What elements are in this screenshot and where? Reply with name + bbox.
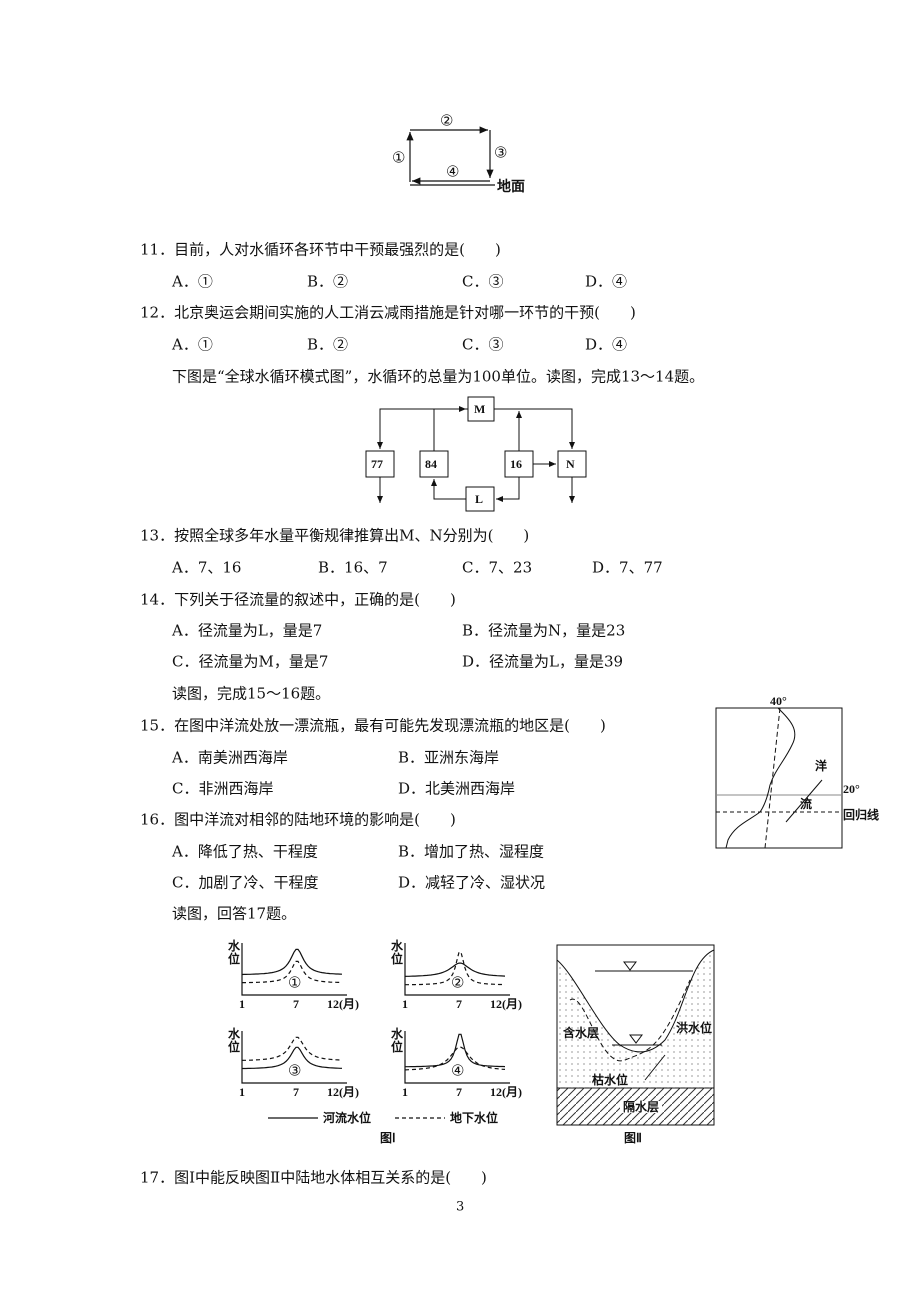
legend-label: 地下水位 xyxy=(450,1111,499,1125)
box-label: L xyxy=(475,492,484,506)
option: C．③ xyxy=(462,272,504,291)
graph-number: ① xyxy=(288,973,302,992)
question-stem: 14．下列关于径流量的叙述中，正确的是( ) xyxy=(140,590,456,609)
option: C．7、23 xyxy=(462,558,533,577)
page-number: 3 xyxy=(456,1199,465,1215)
fig2-label: 含水层 xyxy=(563,1026,600,1040)
shape xyxy=(404,1031,510,1084)
x-tick: 12(月) xyxy=(490,997,522,1011)
question-stem: 12．北京奥运会期间实施的人工消云减雨措施是针对哪一环节的干预( ) xyxy=(140,303,636,322)
fig2-label: 枯水位 xyxy=(592,1073,629,1087)
map-label: 流 xyxy=(800,797,813,811)
shape xyxy=(405,951,506,986)
option: C．③ xyxy=(462,335,504,354)
x-tick: 12(月) xyxy=(327,1085,359,1099)
option: D．④ xyxy=(585,272,628,291)
box-label: M xyxy=(474,402,486,416)
x-tick: 1 xyxy=(239,1085,245,1099)
intro: 读图，完成15～16题。 xyxy=(172,684,331,703)
x-tick: 1 xyxy=(402,997,408,1011)
shape xyxy=(241,1031,347,1084)
box-label: 84 xyxy=(425,457,437,471)
y-label: 水位 xyxy=(391,1027,404,1054)
graph-number: ④ xyxy=(451,1061,465,1080)
option: A．7、16 xyxy=(172,558,242,577)
shape xyxy=(242,960,343,984)
option: A．径流量为L，量是7 xyxy=(172,621,323,640)
fig2-label: 洪水位 xyxy=(676,1021,713,1035)
shape xyxy=(404,962,506,977)
graph-number: ③ xyxy=(288,1061,302,1080)
x-tick: 12(月) xyxy=(327,997,359,1011)
x-tick: 7 xyxy=(456,1085,462,1099)
option: A．南美洲西海岸 xyxy=(172,748,288,767)
option: D．北美洲西海岸 xyxy=(398,779,516,798)
question-stem: 17．图Ⅰ中能反映图Ⅱ中陆地水体相互关系的是( ) xyxy=(140,1168,487,1187)
option: B．② xyxy=(307,272,349,291)
x-tick: 7 xyxy=(293,1085,299,1099)
option: B．径流量为N，量是23 xyxy=(462,621,626,640)
option: C．非洲西海岸 xyxy=(172,779,274,798)
option: B．亚洲东海岸 xyxy=(398,748,500,767)
question-stem: 11．目前，人对水循环各环节中干预最强烈的是( ) xyxy=(140,240,501,259)
x-tick: 7 xyxy=(456,997,462,1011)
box-label: 77 xyxy=(371,457,383,471)
fig1-label: ③ xyxy=(494,143,508,162)
map-label: 洋 xyxy=(815,759,828,773)
shape xyxy=(241,1036,343,1061)
shape xyxy=(404,943,510,996)
box-label: 16 xyxy=(510,457,522,471)
fig1-label: ④ xyxy=(446,162,460,181)
box-label: N xyxy=(566,457,575,471)
x-tick: 1 xyxy=(239,997,245,1011)
fig1-label: ① xyxy=(392,148,406,167)
caption: 图Ⅱ xyxy=(624,1131,642,1145)
shape xyxy=(242,1046,342,1070)
option: D．径流量为L，量是39 xyxy=(462,652,624,671)
fig2-label: 隔水层 xyxy=(620,1101,663,1113)
option: A．降低了热、干程度 xyxy=(172,842,318,861)
graph-number: ② xyxy=(451,973,465,992)
intro: 下图是“全球水循环模式图”，水循环的总量为100单位。读图，完成13～14题。 xyxy=(172,367,705,386)
option: D．减轻了冷、湿状况 xyxy=(398,873,546,892)
x-tick: 1 xyxy=(402,1085,408,1099)
question-stem: 16．图中洋流对相邻的陆地环境的影响是( ) xyxy=(140,810,456,829)
fig1-label: ② xyxy=(440,111,454,130)
question-stem: 13．按照全球多年水量平衡规律推算出M、N分别为( ) xyxy=(140,526,530,545)
shape xyxy=(404,1046,506,1071)
x-tick: 7 xyxy=(293,997,299,1011)
option: C．加剧了冷、干程度 xyxy=(172,873,319,892)
option: A．① xyxy=(172,272,213,291)
legend-label: 河流水位 xyxy=(323,1111,372,1125)
option: B．16、7 xyxy=(318,558,388,577)
map-label: 40° xyxy=(770,694,787,708)
option: B．② xyxy=(307,335,349,354)
shape xyxy=(241,943,347,996)
y-label: 水位 xyxy=(228,939,241,966)
map-label: 20° xyxy=(843,782,860,796)
option: D．④ xyxy=(585,335,628,354)
intro: 读图，回答17题。 xyxy=(172,904,297,923)
option: C．径流量为M，量是7 xyxy=(172,652,329,671)
caption: 图Ⅰ xyxy=(380,1131,396,1145)
map-label: 回归线 xyxy=(843,808,880,822)
option: B．增加了热、湿程度 xyxy=(398,842,545,861)
shape xyxy=(241,948,343,976)
y-label: 水位 xyxy=(391,939,404,966)
y-label: 水位 xyxy=(228,1027,241,1054)
option: A．① xyxy=(172,335,213,354)
question-stem: 15．在图中洋流处放一漂流瓶，最有可能先发现漂流瓶的地区是( ) xyxy=(140,716,606,735)
option: D．7、77 xyxy=(592,558,663,577)
ground-label: 地面 xyxy=(497,180,525,195)
x-tick: 12(月) xyxy=(490,1085,522,1099)
